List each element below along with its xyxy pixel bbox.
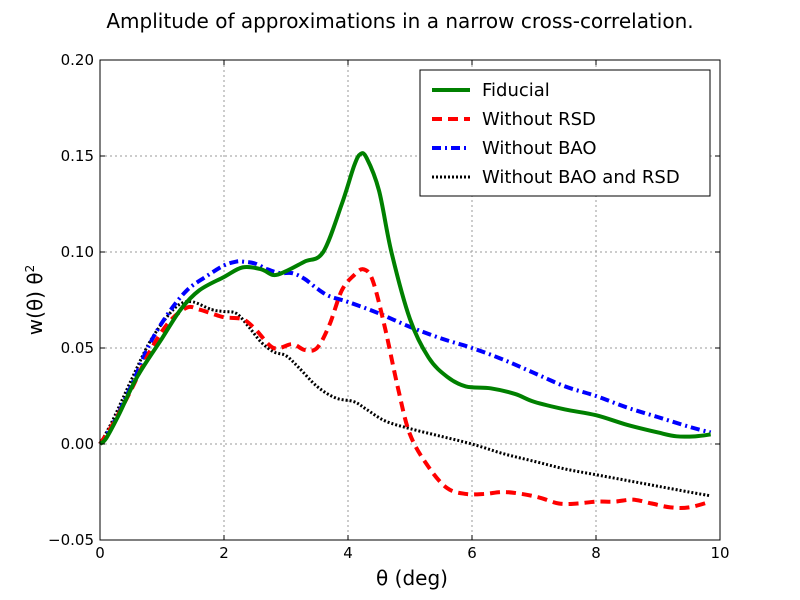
series-line-without-bao <box>98 259 712 446</box>
x-tick-label: 10 <box>710 544 729 562</box>
y-axis-label-superscript: 2 <box>23 265 37 273</box>
x-axis-label: θ (deg) <box>376 566 448 590</box>
y-tick-label: −0.05 <box>48 531 94 549</box>
legend-label: Without RSD <box>482 109 596 130</box>
legend-label: Without BAO <box>482 138 597 159</box>
legend-label: Without BAO and RSD <box>482 167 680 188</box>
y-tick-label: 0.00 <box>61 435 94 453</box>
x-tick-label: 6 <box>467 544 477 562</box>
series-line-without-rsd <box>98 267 712 510</box>
y-axis-label-main: w(θ) θ <box>23 272 47 335</box>
x-tick-label: 4 <box>343 544 353 562</box>
y-tick-label: 0.15 <box>61 147 94 165</box>
y-tick-label: 0.20 <box>61 51 94 69</box>
y-tick-label: 0.05 <box>61 339 94 357</box>
axis-ticks: 0 2 4 6 8 10 −0.05 0.00 0.05 0.10 0.15 0.20 <box>48 51 730 562</box>
series-lines <box>98 151 712 510</box>
series-line-fiducial <box>98 151 711 446</box>
plot-frame <box>99 59 721 541</box>
y-tick-label: 0.10 <box>61 243 94 261</box>
legend-label: Fiducial <box>482 80 550 101</box>
x-tick-label: 2 <box>219 544 229 562</box>
chart-title: Amplitude of approximations in a narrow … <box>106 9 693 33</box>
x-tick-label: 0 <box>95 544 105 562</box>
y-axis-label: w(θ) θ2 <box>23 265 47 335</box>
x-tick-label: 8 <box>591 544 601 562</box>
legend: Fiducial Without RSD Without BAO Without BA… <box>419 69 711 197</box>
